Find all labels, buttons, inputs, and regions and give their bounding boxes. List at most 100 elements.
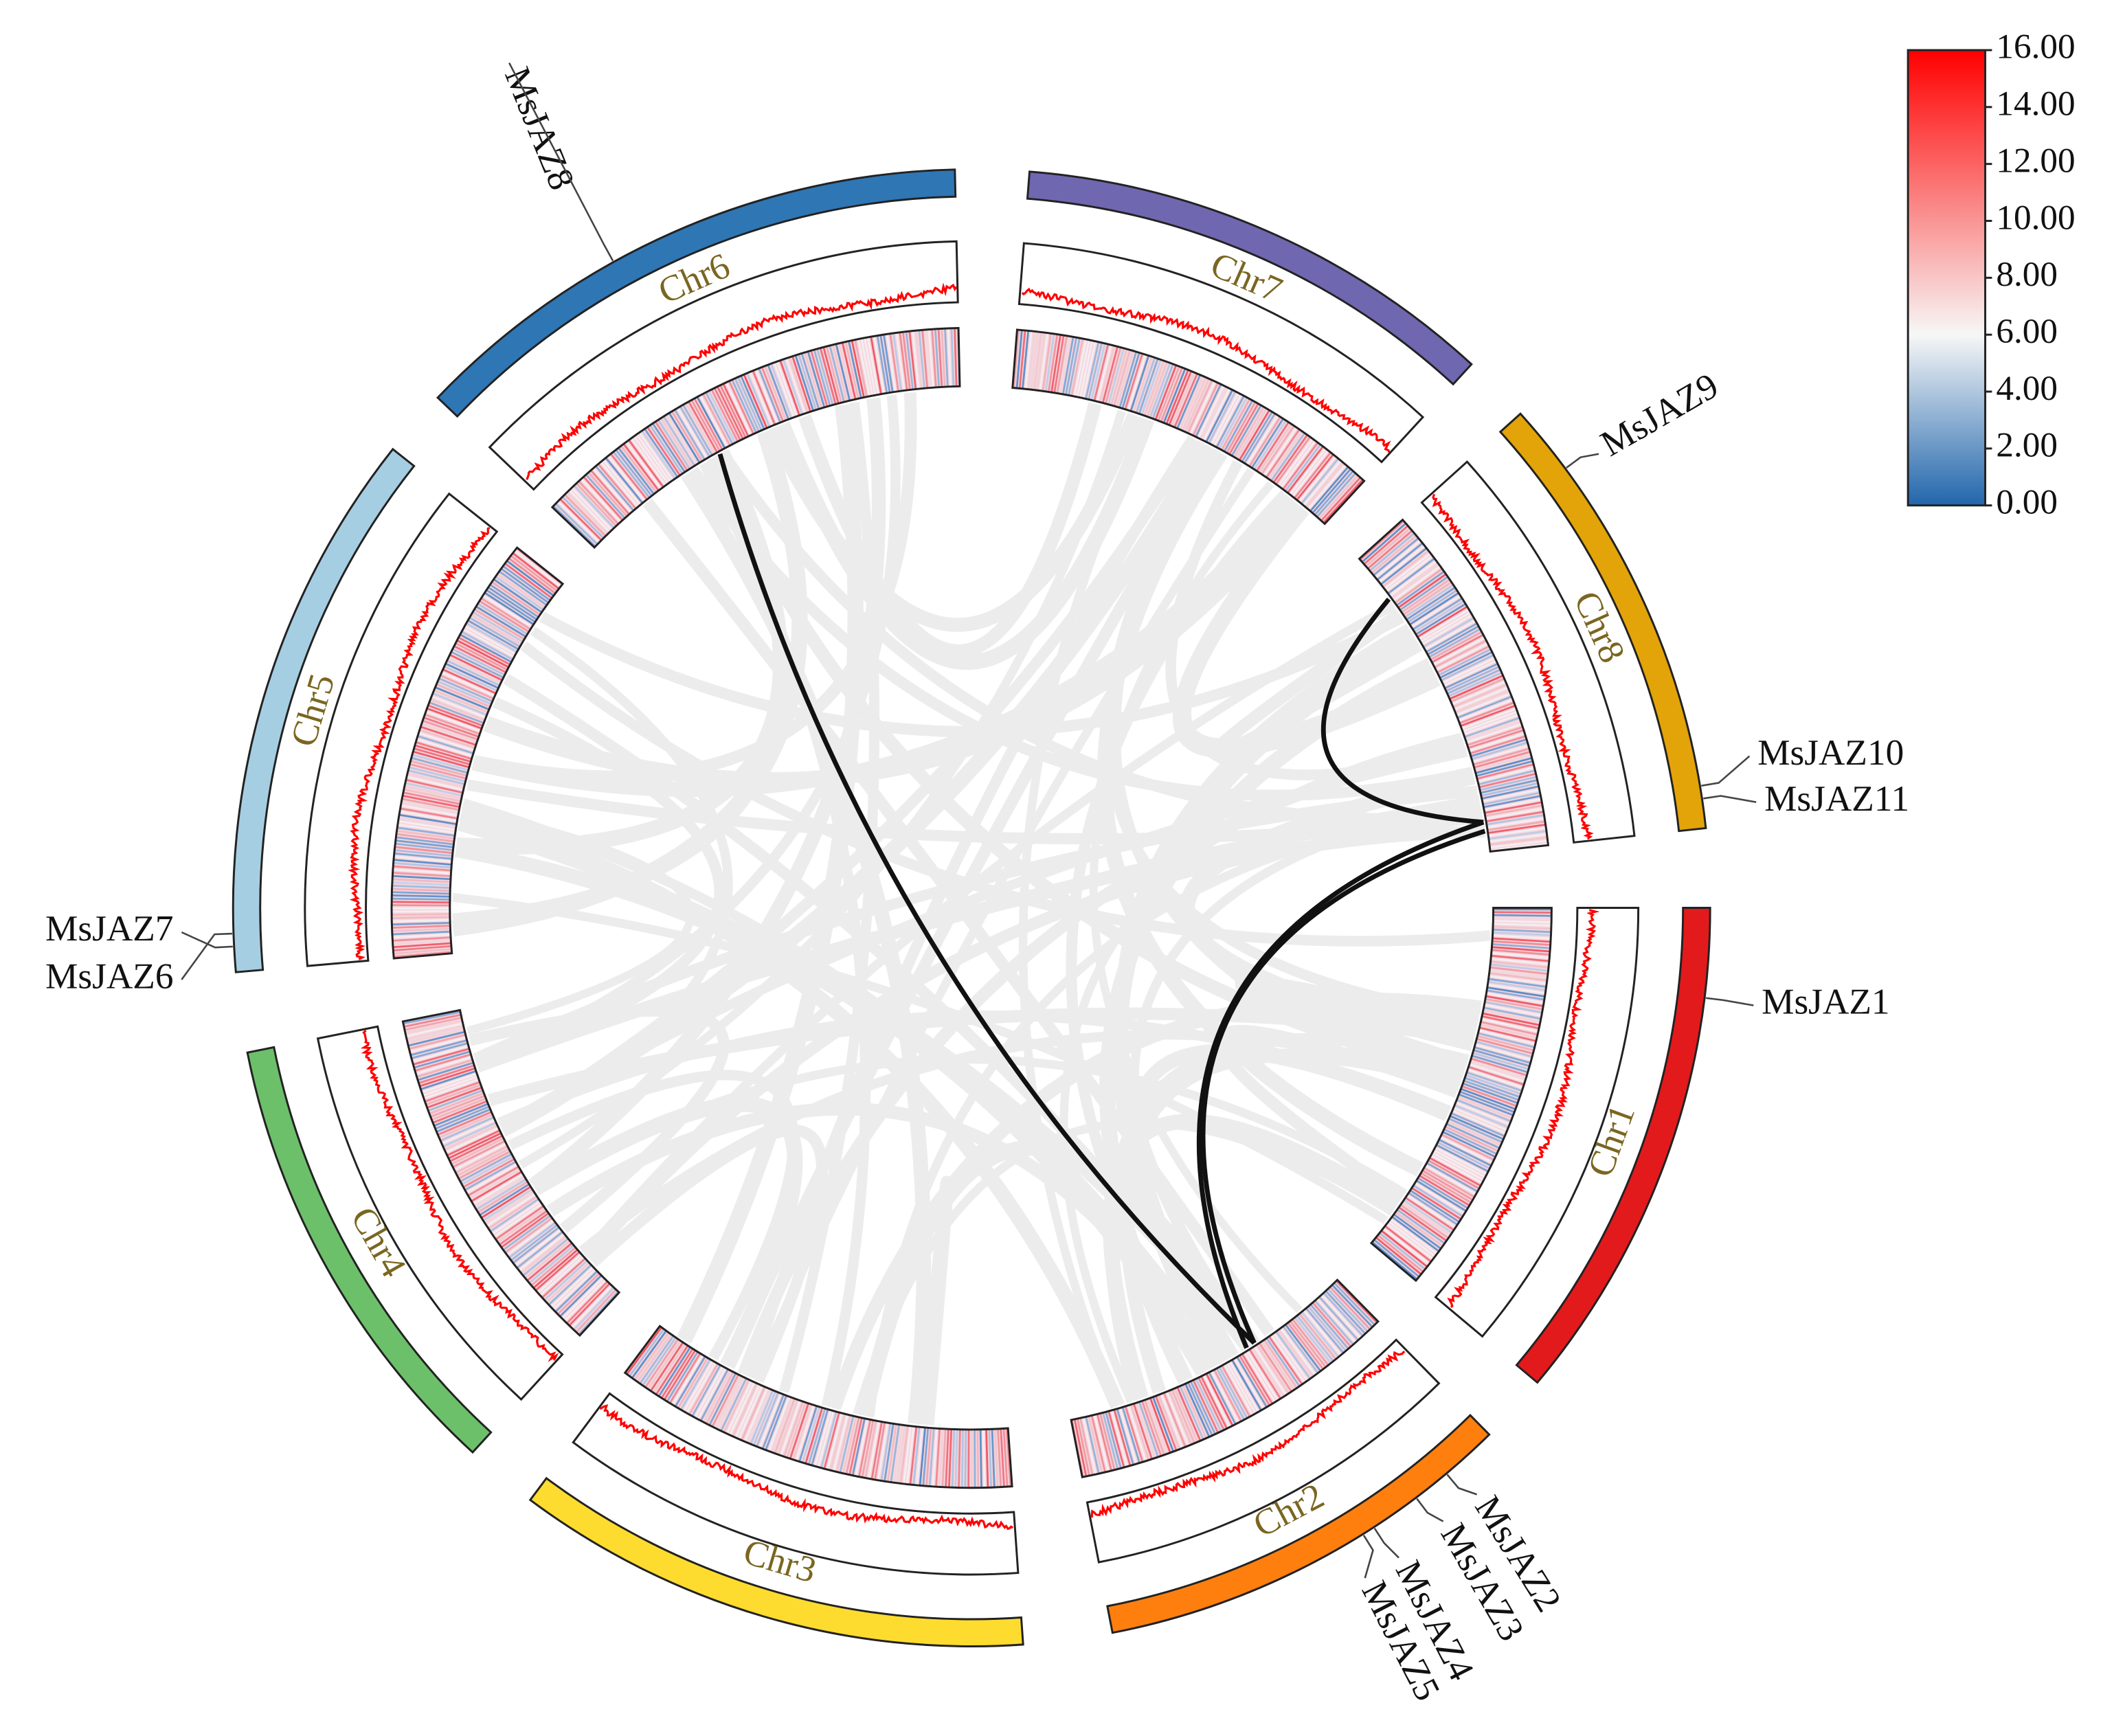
heatmap-cell (539, 1255, 585, 1296)
heatmap-cell (1296, 1315, 1334, 1362)
heatmap-cell (609, 453, 648, 500)
gene-label: MsJAZ9 (1594, 365, 1725, 464)
heatmap-cell (1475, 1041, 1533, 1058)
heatmap-cell (484, 591, 535, 626)
heatmap-cell (1492, 928, 1551, 934)
density-line (1090, 1350, 1406, 1518)
heatmap-cell (402, 794, 460, 809)
heatmap-cell (665, 414, 698, 465)
heatmap-cell (1435, 642, 1489, 671)
heatmap-cell (1488, 978, 1547, 988)
heatmap-cell (480, 1186, 532, 1219)
heatmap-cell (1490, 958, 1549, 966)
heatmap-cell (482, 594, 533, 628)
heatmap-cell (423, 717, 480, 738)
heatmap-cell (400, 807, 458, 820)
heatmap-cell (1314, 470, 1354, 516)
heatmap-cell (861, 1419, 875, 1478)
leader-line (1566, 453, 1599, 469)
heatmap-cell (1481, 785, 1539, 800)
heatmap-cell (673, 409, 706, 460)
heatmap-cell (1441, 1134, 1495, 1161)
heatmap-cell (1467, 1068, 1524, 1089)
heatmap-cell (394, 846, 453, 855)
heatmap-cell (396, 836, 454, 846)
heatmap-cell (1396, 570, 1445, 607)
heatmap-cell (813, 349, 831, 407)
heatmap-cell (1022, 330, 1030, 389)
heatmap-cell (714, 1375, 742, 1429)
heatmap-cell (1481, 1015, 1540, 1030)
density-track (1434, 907, 1640, 1338)
heatmap-cell (1187, 379, 1213, 434)
heatmap-cell (717, 386, 744, 440)
heatmap-cell (1419, 1174, 1470, 1206)
heatmap-cell (1241, 411, 1273, 462)
heatmap-cell (1309, 466, 1349, 512)
heatmap-cell (1464, 1076, 1520, 1098)
heatmap-cell (401, 798, 460, 811)
heatmap-cell (1215, 1368, 1246, 1421)
heatmap-cell (1472, 744, 1529, 763)
heatmap-cell (1146, 361, 1168, 418)
heatmap-cell (1377, 1234, 1424, 1273)
heatmap-cell (1218, 1366, 1248, 1419)
heatmap-cell (676, 407, 708, 459)
heatmap-cell (510, 554, 558, 592)
heatmap-cell (506, 1219, 554, 1256)
heatmap-cell (1462, 710, 1518, 732)
heatmap-cell (1415, 1180, 1467, 1212)
heatmap-cell (1116, 1408, 1134, 1465)
heatmap-cell (1149, 362, 1171, 418)
heatmap-cell (541, 1257, 586, 1298)
heatmap-cell (1211, 392, 1239, 445)
heatmap-cell (1325, 1290, 1367, 1335)
heatmap-cell (726, 1380, 753, 1434)
heatmap-cell (395, 842, 453, 851)
heatmap-cell (1149, 1397, 1171, 1454)
heatmap-cell (415, 741, 472, 760)
heatmap-cell (636, 433, 671, 483)
heatmap-cell (860, 338, 874, 396)
heatmap-cell (813, 1410, 832, 1467)
heatmap-cell (912, 330, 920, 390)
heatmap-cell (438, 1114, 493, 1139)
synteny-link (1018, 418, 1154, 1408)
heatmap-cell (1261, 1340, 1295, 1390)
heatmap-cell (1473, 1049, 1530, 1068)
heatmap-cell (407, 769, 465, 785)
leader-line (1705, 997, 1754, 1006)
heatmap-cell (401, 804, 459, 817)
heatmap-cell (935, 1428, 941, 1487)
heatmap-cell (398, 820, 456, 831)
heatmap-cell (838, 343, 854, 401)
heatmap-cell (1373, 1239, 1420, 1278)
heatmap-cell (1224, 1364, 1254, 1416)
heatmap-cell (1323, 479, 1364, 523)
heatmap-cell (1474, 1046, 1531, 1064)
heatmap-cell (728, 381, 755, 435)
heatmap-cell (393, 948, 452, 955)
heatmap-cell (1375, 1237, 1422, 1276)
heatmap-cell (1307, 1305, 1347, 1352)
heatmap-cell (919, 1427, 926, 1486)
heatmap-cell (576, 482, 617, 527)
heatmap-cell (1179, 375, 1204, 430)
heatmap-cell (1382, 550, 1430, 587)
heatmap-cell (1375, 539, 1421, 578)
heatmap-cell (427, 1086, 482, 1109)
heatmap-cell (958, 1429, 961, 1488)
heatmap-cell (642, 1337, 677, 1386)
heatmap-cell (1320, 1294, 1362, 1339)
heatmap-cell (749, 371, 774, 427)
heatmap-cell (1294, 451, 1331, 499)
heatmap-cell (1484, 1001, 1542, 1014)
heatmap-cell (1162, 368, 1187, 424)
heatmap-cell (1406, 1194, 1457, 1228)
heatmap-cell (1132, 356, 1153, 413)
heatmap-cell (514, 1228, 562, 1267)
heatmap-cell (1154, 1395, 1178, 1451)
heatmap-cell (1208, 391, 1237, 444)
synteny-link (1129, 796, 1481, 1361)
heatmap-cell (1431, 633, 1484, 664)
